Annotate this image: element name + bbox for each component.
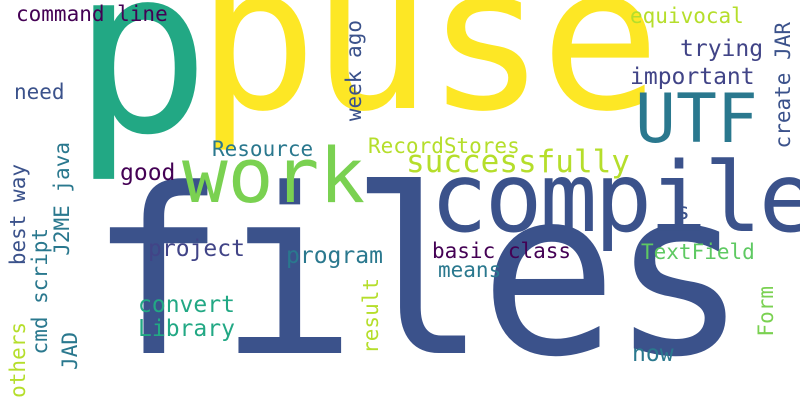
word-create-jar: create JAR <box>771 22 795 149</box>
word-good: good <box>120 160 176 186</box>
word-need: need <box>14 80 65 104</box>
word-s: s <box>676 199 690 225</box>
word-textfield: TextField <box>641 240 755 264</box>
word-utf: UTF <box>635 80 758 159</box>
word-command-line: command line <box>16 2 168 26</box>
word-cmd-script: cmd script <box>28 228 52 355</box>
word-puse: puse <box>197 0 661 156</box>
word-form: Form <box>754 286 778 337</box>
word-result: result <box>359 278 383 354</box>
word-equivocal: equivocal <box>630 4 744 28</box>
word-successfully: successfully <box>406 144 630 180</box>
word-important: important <box>630 64 755 90</box>
word-work: work <box>182 131 366 220</box>
word-compile: compile <box>430 142 800 254</box>
word-means: means <box>438 258 502 282</box>
word-trying: trying <box>680 36 764 62</box>
word-files: files <box>88 141 748 400</box>
word-project: project <box>148 236 245 262</box>
word-library: Library <box>138 316 235 342</box>
word-now: now <box>632 341 674 367</box>
word-others: others <box>6 322 30 398</box>
word-j2me-java: J2ME java <box>50 142 74 256</box>
word-program: program <box>286 243 383 269</box>
word-recordstores: RecordStores <box>368 134 520 158</box>
word-basic-class: basic class <box>432 239 572 263</box>
word-resource: Resource <box>212 137 314 161</box>
word-best-way: best way <box>6 164 30 266</box>
word-convert: convert <box>138 292 235 318</box>
word-jad: JAD <box>58 332 82 370</box>
word-p: p <box>72 0 211 186</box>
word-week-ago: week ago <box>342 20 366 122</box>
